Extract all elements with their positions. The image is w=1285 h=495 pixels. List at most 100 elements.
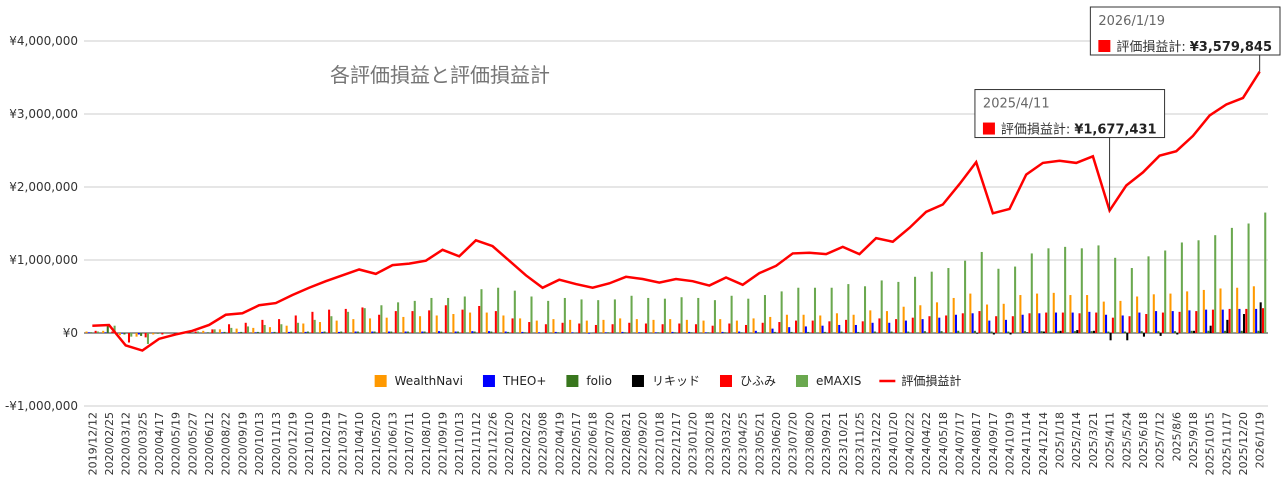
bar (922, 319, 924, 333)
bar (1028, 313, 1030, 333)
bar (564, 298, 566, 333)
bar (471, 331, 473, 333)
y-tick-label: ¥2,000,000 (9, 180, 78, 194)
x-tick-label: 2023/12/22 (870, 412, 883, 475)
bar (1257, 331, 1259, 333)
bar (1186, 291, 1188, 333)
bar (724, 332, 726, 333)
bar (524, 332, 526, 333)
x-tick-label: 2020/03/12 (120, 412, 133, 475)
bar (874, 332, 876, 333)
bar (938, 318, 940, 333)
x-tick-label: 2022/10/18 (653, 412, 666, 475)
bar (271, 332, 273, 333)
bar (464, 297, 466, 334)
bar (1245, 309, 1247, 333)
bar (1060, 331, 1062, 333)
tooltip-category: 2026/1/19 (1098, 14, 1165, 29)
bar (86, 332, 88, 333)
x-tick-label: 2020/05/27 (186, 412, 199, 475)
bar (686, 320, 688, 333)
bar (1153, 294, 1155, 333)
bar (738, 332, 740, 333)
bar (512, 318, 514, 333)
bar (345, 309, 347, 333)
chart-title: 各評価損益と評価損益計 (330, 63, 550, 87)
bar (1074, 331, 1076, 333)
x-tick-label: 2025/4/11 (1104, 412, 1117, 468)
bar (557, 332, 559, 333)
bar (605, 332, 607, 333)
bar (878, 318, 880, 333)
bar (1112, 318, 1114, 333)
bar (123, 333, 125, 334)
bar (578, 324, 580, 333)
bar (597, 300, 599, 333)
x-tick-label: 2019/12/12 (86, 412, 99, 475)
bar (369, 318, 371, 333)
bar (662, 324, 664, 333)
bar (97, 332, 99, 333)
bar (872, 323, 874, 333)
bar (714, 300, 716, 333)
bar (1195, 311, 1197, 333)
x-tick-label: 2024/11/14 (1020, 412, 1033, 475)
bar (928, 316, 930, 333)
bar (1198, 240, 1200, 333)
bar (1205, 310, 1207, 333)
bar (411, 311, 413, 333)
bar (1191, 331, 1193, 333)
bar (655, 332, 657, 333)
bar (1119, 301, 1121, 333)
bar (671, 332, 673, 333)
bar (771, 329, 773, 333)
bar (1012, 316, 1014, 333)
bar (1210, 326, 1212, 333)
bar (962, 313, 964, 333)
x-tick-label: 2023/10/21 (837, 412, 850, 475)
bar (705, 332, 707, 333)
bar (490, 332, 492, 333)
bar (595, 325, 597, 333)
bar (941, 331, 943, 333)
bar (897, 282, 899, 333)
legend-label: folio (586, 374, 612, 388)
bar (972, 313, 974, 333)
x-tick-label: 2025/11/17 (1220, 412, 1233, 475)
x-tick-label: 2024/12/14 (1037, 412, 1050, 475)
x-tick-label: 2020/06/12 (203, 412, 216, 475)
bar (102, 331, 104, 333)
bar (719, 319, 721, 333)
bar (1231, 228, 1233, 333)
bar (995, 316, 997, 333)
bar (90, 332, 92, 333)
bar (571, 332, 573, 333)
legend-swatch (632, 375, 644, 387)
bar (712, 326, 714, 333)
x-tick-label: 2020/12/19 (286, 412, 299, 475)
bar (380, 305, 382, 333)
bar (340, 332, 342, 333)
bar (974, 331, 976, 333)
bar (1026, 332, 1028, 333)
bar (602, 320, 604, 333)
bar (1155, 311, 1157, 333)
bar (864, 286, 866, 333)
bar (1129, 316, 1131, 333)
bar (753, 318, 755, 333)
x-tick-label: 2022/05/17 (570, 412, 583, 475)
tooltip-value: ¥1,677,431 (1074, 123, 1156, 138)
bar (502, 315, 504, 333)
bar (624, 332, 626, 333)
x-tick-label: 2024/05/18 (937, 412, 950, 475)
x-tick-label: 2022/02/22 (520, 412, 533, 475)
x-tick-label: 2020/08/22 (220, 412, 233, 475)
bar (1179, 312, 1181, 333)
bar (469, 313, 471, 333)
bar (757, 332, 759, 333)
bar (1003, 304, 1005, 333)
bar (1122, 315, 1124, 333)
x-tick-label: 2025/9/18 (1187, 412, 1200, 468)
legend-label: ひふみ (740, 374, 776, 388)
bar (745, 325, 747, 333)
